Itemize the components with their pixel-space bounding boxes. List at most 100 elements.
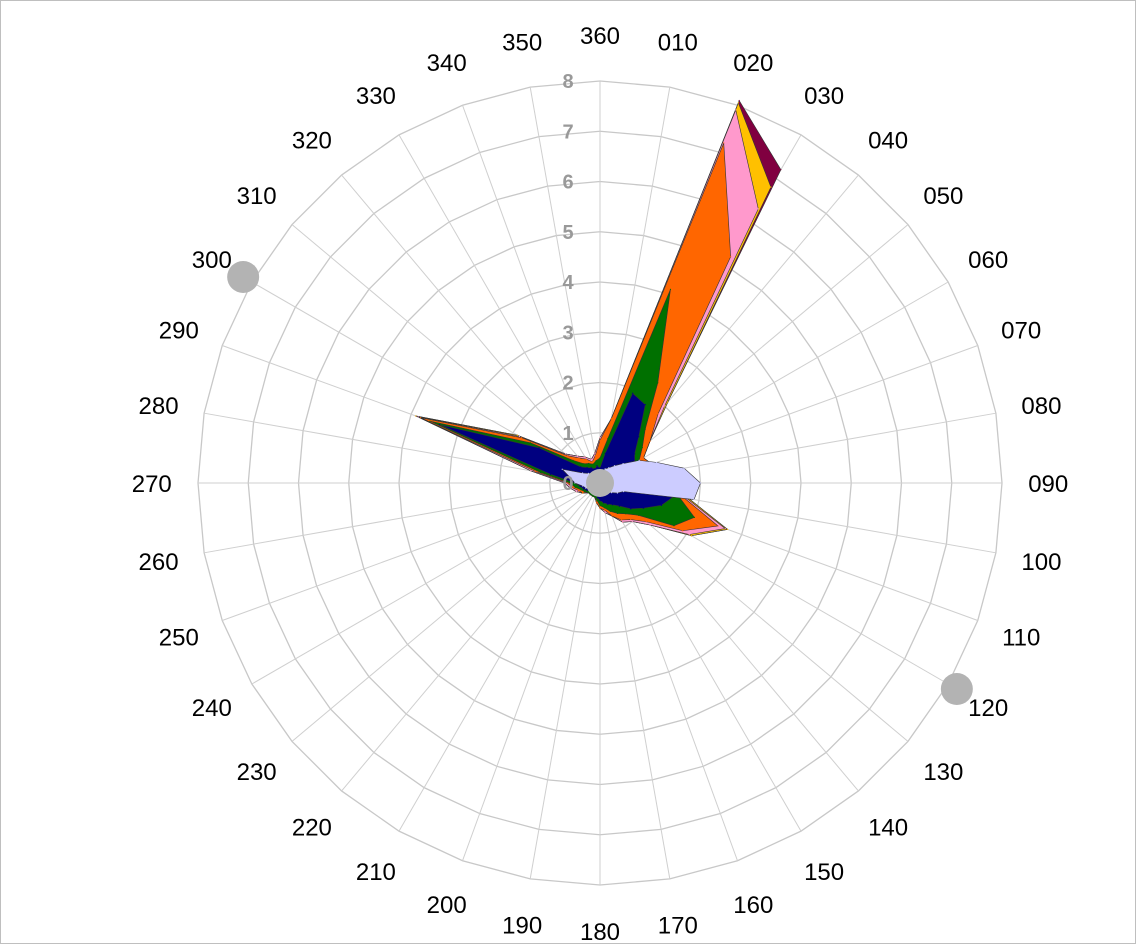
direction-label-270: 270 — [132, 471, 172, 498]
data-point-4-010 — [610, 418, 612, 420]
data-point-7-280 — [569, 477, 571, 479]
data-point-5-310 — [572, 459, 574, 461]
data-point-4-290 — [419, 417, 422, 419]
grid-spoke-060 — [599, 281, 949, 484]
direction-label-190: 190 — [502, 912, 542, 939]
grid-spoke-350 — [529, 87, 601, 484]
data-point-5-320 — [583, 463, 585, 465]
grid-spoke-010 — [599, 87, 671, 484]
data-point-3-250 — [575, 490, 577, 493]
marker-120 — [940, 673, 973, 706]
data-point-5-130 — [637, 514, 640, 516]
data-point-6-280 — [549, 473, 552, 475]
direction-label-300: 300 — [192, 247, 232, 274]
data-point-5-300 — [529, 442, 531, 444]
data-point-6-360 — [599, 467, 601, 469]
data-point-3-270 — [564, 482, 566, 484]
data-point-5-030 — [657, 382, 659, 384]
direction-label-310: 310 — [237, 183, 277, 210]
grid-spoke-230 — [291, 482, 601, 742]
grid-spoke-050 — [599, 224, 909, 484]
data-point-4-040 — [657, 413, 659, 415]
data-point-7-110 — [623, 490, 625, 493]
data-point-4-330 — [585, 458, 587, 460]
data-point-6-040 — [638, 436, 640, 438]
data-point-4-280 — [535, 471, 537, 473]
direction-label-170: 170 — [658, 912, 698, 939]
data-point-3-290 — [417, 416, 419, 418]
grid-spoke-310 — [291, 224, 601, 484]
data-point-5-160 — [609, 510, 611, 512]
data-point-5-230 — [587, 492, 590, 494]
data-point-6-030 — [644, 404, 646, 406]
ring-label-3: 3 — [562, 322, 573, 344]
data-point-3-260 — [569, 487, 571, 489]
data-point-6-190 — [596, 497, 598, 499]
data-point-7-120 — [616, 492, 619, 494]
data-point-6-010 — [604, 452, 606, 454]
data-point-7-310 — [587, 472, 590, 474]
data-point-5-180 — [599, 505, 601, 507]
direction-label-050: 050 — [923, 183, 963, 210]
data-point-4-260 — [572, 487, 574, 489]
data-point-7-070 — [656, 461, 658, 463]
data-point-4-060 — [642, 457, 645, 459]
data-point-7-030 — [608, 467, 610, 469]
data-point-3-320 — [576, 455, 578, 457]
grid-spoke-340 — [462, 105, 601, 484]
direction-label-060: 060 — [968, 247, 1008, 274]
data-point-2-110 — [726, 528, 729, 531]
data-point-6-150 — [611, 504, 614, 506]
ring-label-0: 0 — [562, 473, 573, 495]
data-point-6-260 — [579, 485, 581, 488]
grid-spoke-070 — [599, 345, 978, 484]
data-point-5-250 — [580, 489, 582, 491]
grid-spoke-250 — [222, 482, 601, 621]
grid-spoke-220 — [341, 482, 601, 792]
data-point-5-350 — [595, 460, 597, 462]
data-point-7-100 — [693, 498, 695, 501]
data-point-5-200 — [594, 496, 596, 498]
data-point-5-140 — [625, 513, 627, 515]
data-point-7-060 — [638, 459, 640, 461]
direction-label-330: 330 — [356, 83, 396, 110]
data-point-5-280 — [540, 471, 542, 474]
data-point-7-040 — [613, 465, 616, 467]
data-point-5-330 — [588, 462, 590, 465]
data-point-3-040 — [664, 405, 666, 407]
data-point-3-340 — [590, 458, 593, 460]
direction-label-360: 360 — [580, 23, 620, 50]
direction-label-180: 180 — [580, 919, 620, 945]
data-point-6-050 — [634, 453, 636, 455]
data-point-7-260 — [582, 485, 584, 487]
data-point-6-350 — [596, 465, 598, 467]
grid-spoke-240 — [251, 482, 601, 685]
data-point-2-120 — [690, 535, 692, 537]
data-point-5-360 — [599, 457, 601, 459]
data-point-3-110 — [724, 527, 726, 530]
direction-label-030: 030 — [804, 83, 844, 110]
direction-label-260: 260 — [139, 549, 179, 576]
data-point-3-030 — [757, 208, 759, 210]
data-point-6-300 — [538, 447, 540, 449]
ring-label-2: 2 — [562, 373, 573, 395]
data-point-5-260 — [574, 486, 576, 488]
grid-spoke-140 — [599, 482, 859, 792]
data-point-3-300 — [518, 435, 521, 438]
direction-label-250: 250 — [159, 624, 199, 651]
data-point-6-310 — [580, 466, 582, 468]
data-point-3-120 — [688, 533, 690, 536]
data-point-4-180 — [599, 507, 601, 509]
direction-label-080: 080 — [1021, 393, 1061, 420]
data-point-4-190 — [595, 502, 598, 504]
direction-label-140: 140 — [868, 814, 908, 841]
data-point-2-290 — [415, 415, 417, 417]
data-point-4-120 — [682, 530, 684, 532]
data-point-5-270 — [569, 482, 571, 484]
data-point-5-340 — [592, 463, 594, 465]
data-point-6-290 — [438, 423, 441, 426]
data-point-2-020 — [737, 102, 739, 104]
grid-spoke-190 — [529, 482, 601, 879]
direction-label-220: 220 — [292, 814, 332, 841]
